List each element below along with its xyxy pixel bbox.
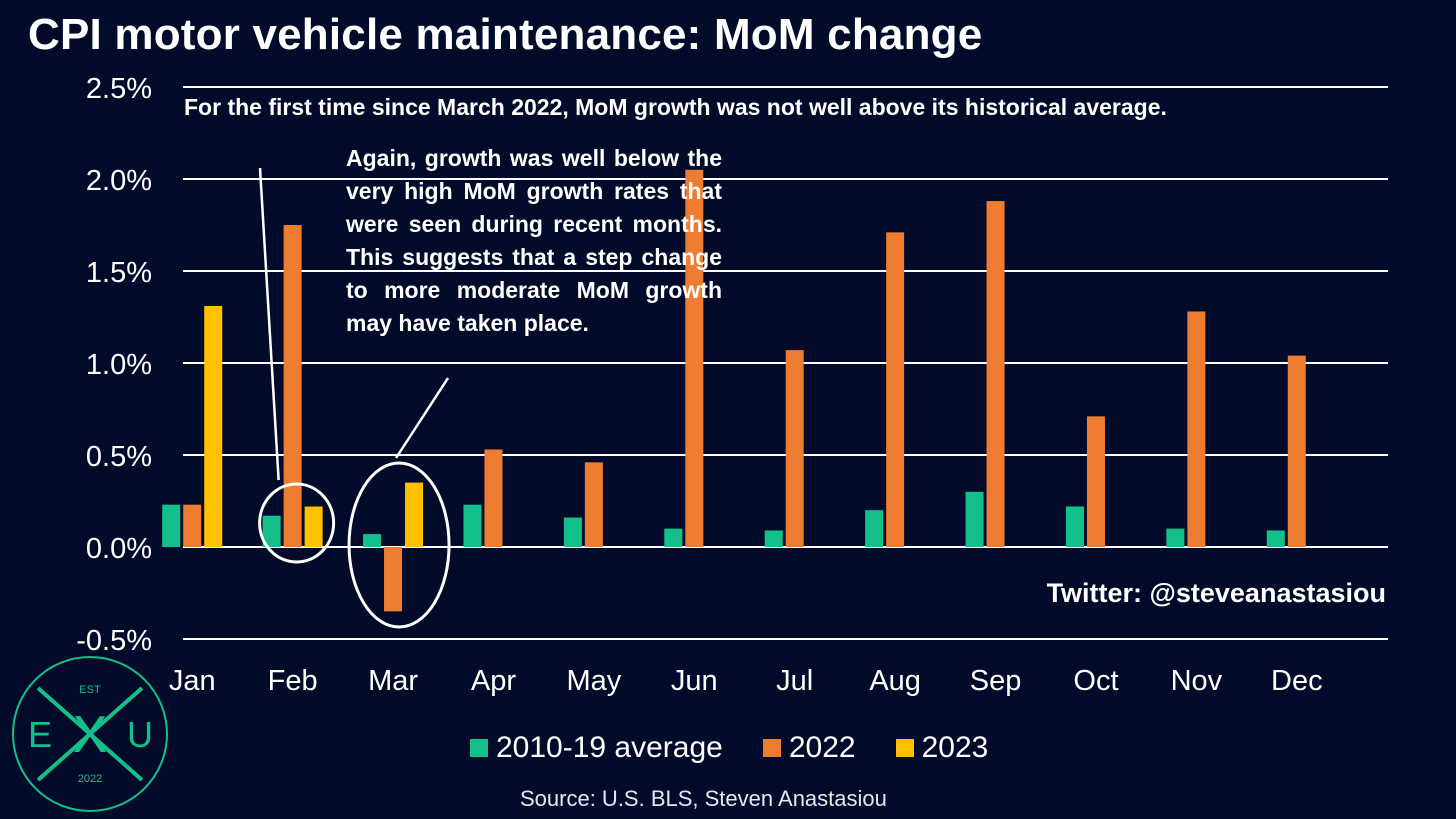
bar-2023-feb bbox=[304, 506, 323, 547]
x-tick-label: Jun bbox=[671, 665, 718, 697]
x-tick-label: Mar bbox=[368, 665, 418, 697]
bar-2022-feb bbox=[283, 225, 302, 547]
bar-avg-apr bbox=[463, 504, 482, 547]
x-tick-labels: Jan Feb Mar Apr May Jun Jul Aug Sep Oct Nov Dec bbox=[169, 665, 1323, 697]
x-tick-label: Sep bbox=[970, 665, 1022, 697]
legend-label-2022: 2022 bbox=[788, 731, 856, 764]
y-tick-label: 2.0% bbox=[86, 165, 152, 197]
twitter-handle: Twitter: @steveanastasiou bbox=[1046, 578, 1386, 608]
callout-pointer-feb bbox=[258, 167, 280, 481]
y-tick-label: -0.5% bbox=[76, 625, 152, 657]
source-note: Source: U.S. BLS, Steven Anastasiou bbox=[520, 786, 887, 811]
bar-avg-mar bbox=[363, 534, 382, 547]
logo-center-letter: X bbox=[73, 706, 108, 764]
bar-2022-jul bbox=[785, 350, 804, 547]
bars bbox=[162, 169, 1306, 612]
x-tick-label: Nov bbox=[1171, 665, 1223, 697]
bar-avg-jun bbox=[664, 528, 683, 547]
bar-2022-may bbox=[584, 462, 603, 547]
logo-ring bbox=[12, 656, 168, 812]
bar-avg-feb bbox=[262, 515, 281, 547]
y-tick-label: 1.5% bbox=[86, 257, 152, 289]
exu-logo-icon: EST E X U 2022 bbox=[12, 656, 168, 812]
annotation-top: For the first time since March 2022, MoM… bbox=[184, 94, 1167, 120]
logo-right-letter: U bbox=[127, 714, 153, 755]
bar-avg-sep bbox=[965, 491, 984, 547]
legend-item-2022: 2022 bbox=[762, 731, 856, 765]
callout-circle-feb bbox=[258, 482, 336, 564]
x-tick-label: Feb bbox=[268, 665, 318, 697]
bar-2022-apr bbox=[484, 449, 503, 547]
bar-2023-jan bbox=[204, 305, 223, 547]
bar-2022-oct bbox=[1086, 416, 1105, 547]
y-tick-labels: 2.5% 2.0% 1.5% 1.0% 0.5% 0.0% -0.5% bbox=[76, 73, 152, 657]
x-tick-label: Jan bbox=[169, 665, 216, 697]
logo-top-text: EST bbox=[79, 684, 101, 696]
y-tick-label: 0.5% bbox=[86, 441, 152, 473]
gridlines bbox=[183, 86, 1388, 640]
bar-avg-jul bbox=[764, 530, 783, 547]
legend-label-avg: 2010-19 average bbox=[496, 731, 723, 764]
bar-avg-aug bbox=[865, 510, 884, 547]
bar-avg-dec bbox=[1266, 530, 1285, 547]
legend-swatch-2023 bbox=[895, 739, 914, 757]
bar-2022-mar bbox=[384, 547, 403, 612]
bar-2022-aug bbox=[886, 232, 905, 548]
y-tick-label: 2.5% bbox=[86, 73, 152, 105]
callouts bbox=[258, 167, 451, 629]
x-tick-label: Oct bbox=[1073, 665, 1118, 697]
bar-avg-nov bbox=[1166, 528, 1185, 547]
x-tick-label: May bbox=[566, 665, 621, 697]
bar-2022-dec bbox=[1287, 355, 1306, 547]
bar-avg-jan bbox=[162, 504, 181, 547]
bar-2022-sep bbox=[986, 201, 1005, 547]
legend-swatch-avg bbox=[470, 739, 488, 757]
logo-bottom-text: 2022 bbox=[78, 773, 102, 785]
bar-2022-jun bbox=[685, 169, 704, 548]
logo-left-letter: E bbox=[28, 714, 52, 755]
x-tick-label: Apr bbox=[471, 665, 516, 697]
x-tick-label: Aug bbox=[869, 665, 921, 697]
bar-avg-oct bbox=[1065, 506, 1084, 547]
logo-stroke-b bbox=[36, 686, 144, 782]
annotation-middle: Again, growth was well below the very hi… bbox=[346, 145, 722, 336]
legend-item-2023: 2023 bbox=[895, 731, 989, 765]
legend: 2010-19 average 2022 2023 bbox=[470, 731, 988, 765]
y-tick-label: 1.0% bbox=[86, 349, 152, 381]
y-tick-label: 0.0% bbox=[86, 533, 152, 565]
legend-label-2023: 2023 bbox=[921, 731, 989, 764]
legend-swatch-2022 bbox=[762, 739, 781, 757]
bar-avg-may bbox=[563, 517, 582, 547]
bar-2022-jan bbox=[183, 504, 202, 547]
chart-title: CPI motor vehicle maintenance: MoM chang… bbox=[28, 10, 983, 59]
callout-pointer-mar bbox=[394, 377, 450, 459]
x-tick-label: Dec bbox=[1271, 665, 1323, 697]
bar-2022-nov bbox=[1187, 311, 1206, 547]
x-tick-label: Jul bbox=[776, 665, 813, 697]
callout-circle-mar bbox=[347, 461, 451, 629]
bar-2023-mar bbox=[405, 482, 424, 547]
legend-item-avg: 2010-19 average bbox=[470, 731, 723, 765]
